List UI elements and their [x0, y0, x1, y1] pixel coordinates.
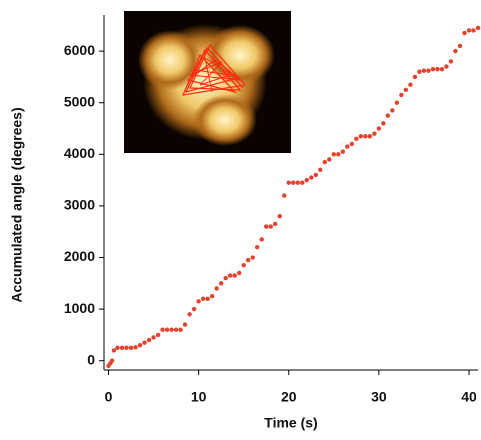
data-point — [390, 108, 394, 112]
data-point — [453, 49, 457, 53]
x-axis-label: Time (s) — [264, 415, 317, 431]
data-point — [133, 345, 137, 349]
data-point — [160, 328, 164, 332]
data-point — [115, 346, 119, 350]
data-point — [138, 343, 142, 347]
data-point — [174, 328, 178, 332]
data-point — [413, 75, 417, 79]
data-point — [228, 273, 232, 277]
data-point — [381, 121, 385, 125]
data-point — [305, 178, 309, 182]
data-point — [354, 137, 358, 141]
data-point — [219, 281, 223, 285]
data-point — [435, 67, 439, 71]
data-point — [250, 255, 254, 259]
data-point — [269, 224, 273, 228]
data-point — [314, 173, 318, 177]
data-point — [323, 160, 327, 164]
data-point — [183, 322, 187, 326]
data-point — [142, 340, 146, 344]
y-tick-label: 4000 — [64, 145, 95, 161]
data-point — [359, 134, 363, 138]
data-point — [196, 299, 200, 303]
data-point — [332, 152, 336, 156]
data-point — [165, 328, 169, 332]
y-axis-label: Accumulated angle (degrees) — [9, 107, 25, 302]
data-point — [449, 59, 453, 63]
data-point — [255, 245, 259, 249]
data-point — [287, 180, 291, 184]
data-point — [110, 359, 114, 363]
y-tick-label: 6000 — [64, 42, 95, 58]
data-point — [336, 152, 340, 156]
y-tick-label: 3000 — [64, 197, 95, 213]
chart: 0 1000 2000 3000 4000 5000 6000 0 10 20 30 40 Time (… — [0, 0, 481, 435]
data-point — [476, 26, 480, 30]
data-point — [318, 168, 322, 172]
data-point — [273, 222, 277, 226]
data-point — [178, 328, 182, 332]
inset-image — [124, 11, 291, 153]
data-point — [296, 180, 300, 184]
data-point — [169, 328, 173, 332]
data-point — [426, 69, 430, 73]
data-point — [112, 348, 116, 352]
data-point — [210, 294, 214, 298]
data-point — [422, 69, 426, 73]
data-point — [417, 70, 421, 74]
data-point — [372, 131, 376, 135]
data-point — [264, 224, 268, 228]
x-tick-label: 40 — [461, 389, 477, 405]
y-tick-label: 5000 — [64, 93, 95, 109]
data-point — [151, 335, 155, 339]
data-point — [368, 134, 372, 138]
data-point — [431, 67, 435, 71]
x-tick-label: 10 — [191, 389, 207, 405]
data-point — [278, 214, 282, 218]
data-point — [187, 312, 191, 316]
data-point — [300, 180, 304, 184]
data-point — [386, 113, 390, 117]
data-point — [260, 237, 264, 241]
data-point — [458, 44, 462, 48]
data-point — [309, 175, 313, 179]
data-point — [120, 346, 124, 350]
data-point — [350, 142, 354, 146]
data-point — [471, 28, 475, 32]
data-point — [408, 82, 412, 86]
data-point — [404, 88, 408, 92]
data-point — [363, 134, 367, 138]
x-tick-label: 20 — [281, 389, 297, 405]
data-point — [124, 346, 128, 350]
y-tick-label: 2000 — [64, 248, 95, 264]
data-point — [223, 276, 227, 280]
data-point — [444, 64, 448, 68]
data-point — [237, 271, 241, 275]
data-point — [241, 263, 245, 267]
data-point — [246, 258, 250, 262]
data-point — [147, 338, 151, 342]
data-point — [201, 297, 205, 301]
data-point — [192, 307, 196, 311]
data-point — [395, 101, 399, 105]
data-point — [291, 180, 295, 184]
data-point — [462, 31, 466, 35]
data-point — [327, 157, 331, 161]
data-point — [467, 28, 471, 32]
data-point — [377, 126, 381, 130]
data-point — [214, 286, 218, 290]
data-point — [345, 144, 349, 148]
data-point — [341, 150, 345, 154]
data-point — [156, 333, 160, 337]
y-tick-label: 0 — [87, 351, 95, 367]
x-tick-label: 0 — [105, 389, 113, 405]
data-point — [232, 273, 236, 277]
y-tick-label: 1000 — [64, 300, 95, 316]
data-point — [205, 297, 209, 301]
data-point — [282, 193, 286, 197]
data-point — [399, 93, 403, 97]
data-point — [440, 67, 444, 71]
x-tick-label: 30 — [371, 389, 387, 405]
data-point — [129, 346, 133, 350]
